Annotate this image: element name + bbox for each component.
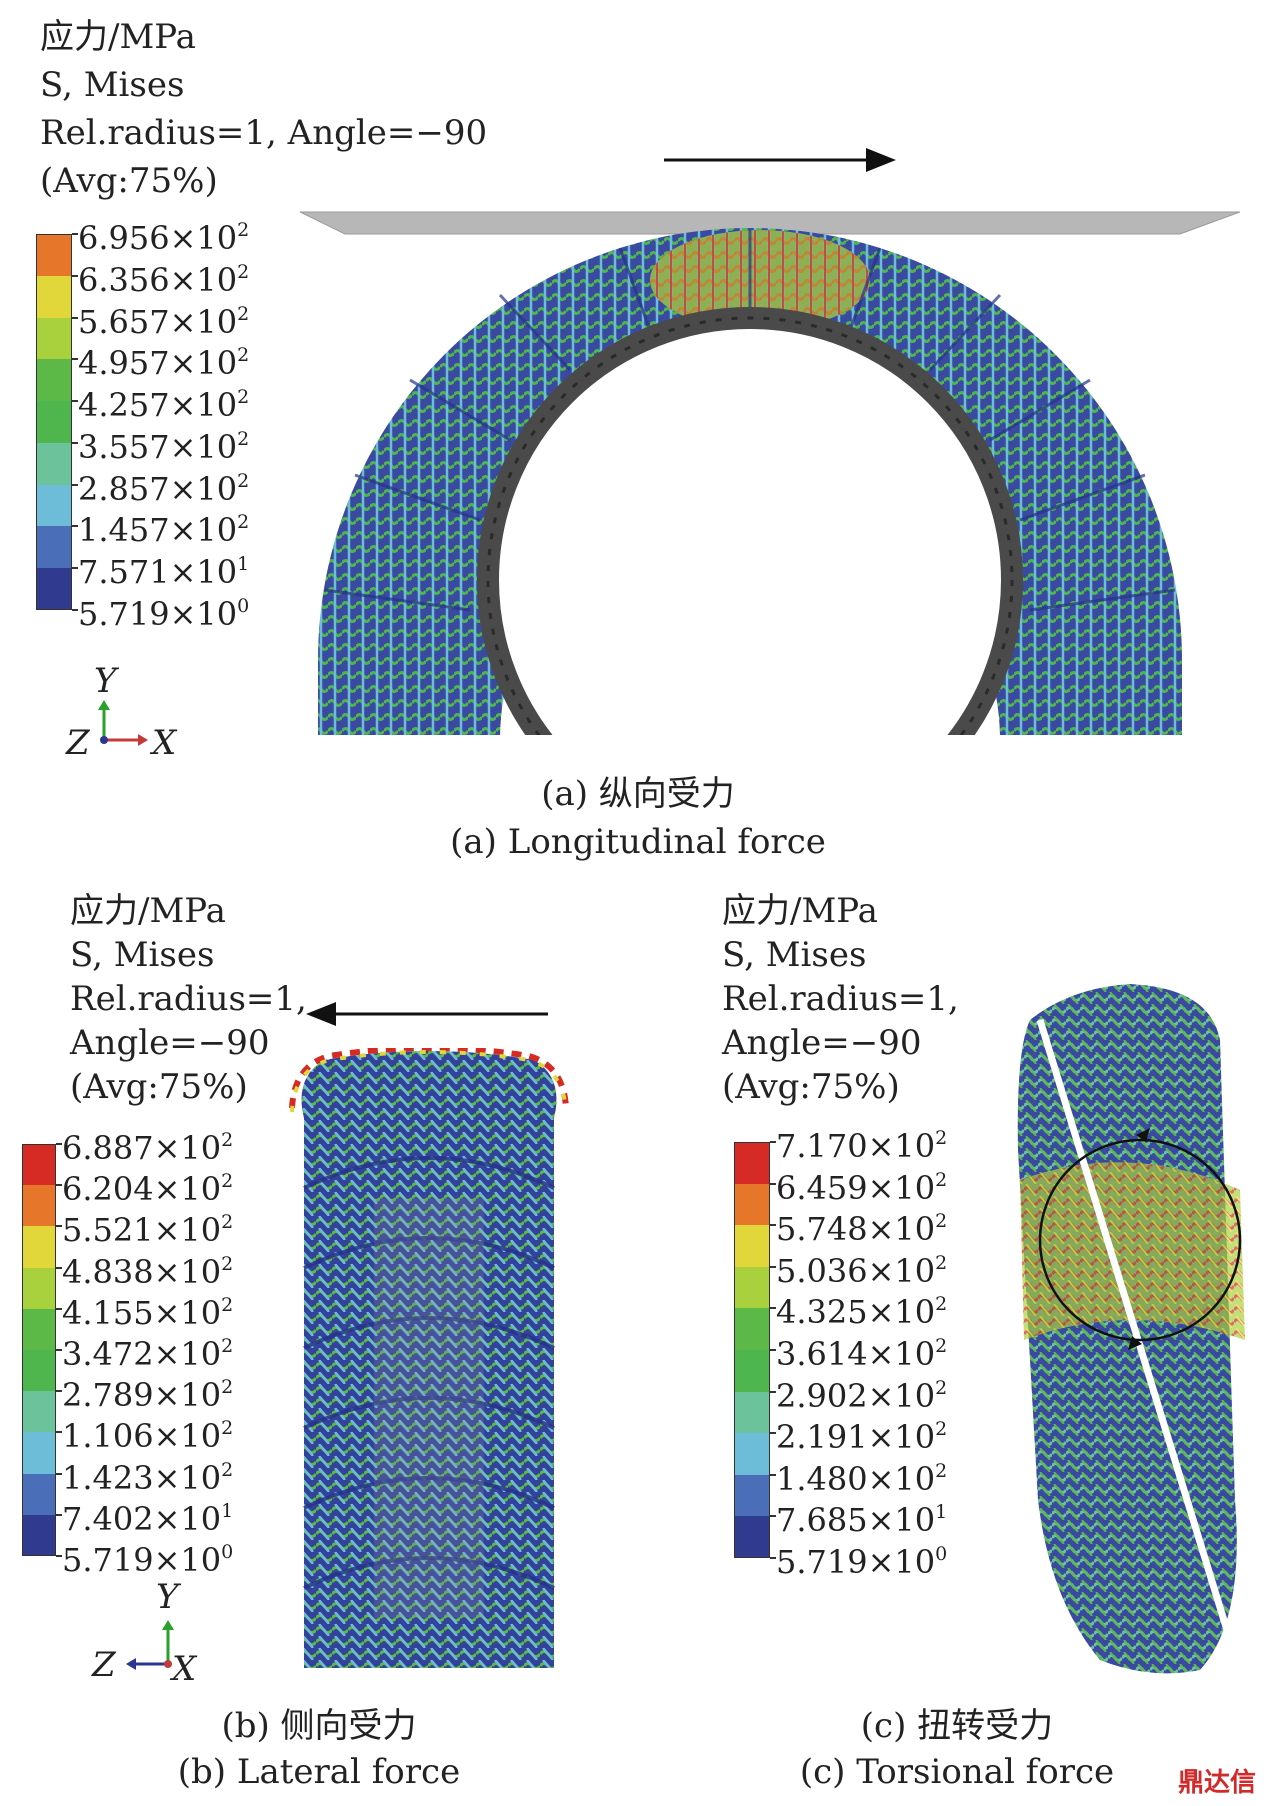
panel-c-tire-model: [1017, 984, 1245, 1674]
panel-a-tire-model: [318, 228, 1182, 735]
legend-label: 2.191×102: [776, 1418, 948, 1457]
panel-b-force-arrow: [306, 1002, 548, 1026]
panel-c-title-section: Rel.radius=1,: [722, 979, 959, 1019]
legend-label: 7.170×102: [776, 1127, 948, 1165]
legend-label: 3.557×102: [78, 427, 250, 466]
panel-a-force-arrow: [664, 148, 896, 172]
legend-swatch: [22, 1432, 56, 1475]
legend-label: 4.957×102: [78, 344, 250, 383]
panel-b-title-section: Rel.radius=1,: [70, 979, 307, 1019]
legend-label: 1.480×102: [776, 1459, 948, 1498]
panel-a-caption-cn: (a) 纵向受力: [541, 774, 735, 814]
legend-swatch: [36, 317, 72, 360]
panel-a-axis-y: Y: [94, 661, 117, 701]
legend-swatch: [734, 1266, 770, 1309]
watermark-logo: 鼎达信: [1178, 1768, 1257, 1798]
legend-swatch: [22, 1308, 56, 1351]
panel-c-title-unit: 应力/MPa: [722, 891, 878, 931]
legend-swatch: [36, 275, 72, 319]
panel-a-title-section: Rel.radius=1, Angle=−90: [40, 113, 488, 153]
legend-label: 3.472×102: [62, 1335, 234, 1373]
panel-a-loading-plate: [300, 211, 1240, 235]
panel-a-legend: 6.956×102 6.356×102 5.657×102 4.957×102 4.25…: [36, 219, 249, 630]
legend-label: 1.423×102: [62, 1458, 234, 1497]
legend-label: 5.719×100: [62, 1541, 234, 1579]
legend-label: 1.106×102: [62, 1417, 234, 1456]
legend-swatch: [36, 359, 72, 402]
legend-label: 6.887×102: [62, 1129, 234, 1167]
legend-label: 5.748×102: [776, 1210, 948, 1249]
legend-label: 2.902×102: [776, 1376, 948, 1415]
legend-swatch: [734, 1391, 770, 1434]
legend-swatch: [22, 1226, 56, 1269]
legend-label: 4.838×102: [62, 1252, 234, 1291]
legend-label: 7.685×101: [776, 1501, 948, 1540]
legend-swatch: [22, 1514, 56, 1557]
panel-b-title-angle: Angle=−90: [70, 1023, 270, 1063]
legend-label: 3.614×102: [776, 1335, 948, 1373]
panel-b-caption-en: (b) Lateral force: [177, 1752, 461, 1792]
legend-swatch: [36, 484, 72, 527]
panel-b-axis-y: Y: [156, 1577, 179, 1617]
axis-triad-icon: [126, 1620, 174, 1670]
legend-swatch: [734, 1142, 770, 1185]
legend-swatch: [734, 1350, 770, 1393]
legend-swatch: [36, 568, 72, 611]
legend-label: 6.356×102: [78, 260, 250, 299]
legend-swatch: [734, 1433, 770, 1476]
panel-b-title-unit: 应力/MPa: [70, 891, 226, 931]
legend-swatch: [734, 1516, 770, 1559]
legend-swatch: [36, 234, 72, 277]
panel-b-axis-x: X: [172, 1649, 197, 1689]
panel-b-title-variable: S, Mises: [70, 935, 215, 975]
legend-label: 4.325×102: [776, 1293, 948, 1332]
legend-label: 5.719×100: [78, 595, 250, 633]
legend-swatch: [22, 1144, 56, 1186]
legend-label: 2.857×102: [78, 469, 250, 508]
panel-a-title-averaging: (Avg:75%): [40, 161, 218, 201]
legend-label: 7.571×101: [78, 553, 250, 592]
legend-swatch: [22, 1473, 56, 1516]
legend-swatch: [36, 401, 72, 444]
panel-c-legend: 7.170×102 6.459×102 5.748×102 5.036×102 4.32…: [734, 1127, 947, 1578]
panel-b-title-averaging: (Avg:75%): [70, 1067, 248, 1107]
legend-label: 2.789×102: [62, 1376, 234, 1415]
axis-triad-icon: [98, 700, 148, 746]
panel-a-title-unit: 应力/MPa: [40, 17, 196, 57]
legend-swatch: [22, 1185, 56, 1227]
legend-swatch: [734, 1183, 770, 1226]
panel-c-title-averaging: (Avg:75%): [722, 1067, 900, 1107]
panel-b-legend: 6.887×102 6.204×102 5.521×102 4.838×102 4.15…: [22, 1129, 233, 1576]
legend-swatch: [22, 1267, 56, 1310]
legend-label: 6.459×102: [776, 1168, 948, 1207]
legend-label: 5.036×102: [776, 1251, 948, 1290]
panel-c-caption-en: (c) Torsional force: [799, 1752, 1115, 1792]
legend-swatch: [22, 1391, 56, 1433]
legend-label: 7.402×101: [62, 1499, 234, 1538]
legend-swatch: [22, 1350, 56, 1392]
panel-a-axis-z: Z: [66, 723, 90, 763]
legend-swatch: [734, 1474, 770, 1517]
legend-swatch: [734, 1308, 770, 1351]
legend-swatch: [734, 1225, 770, 1268]
panel-a-caption-en: (a) Longitudinal force: [450, 822, 826, 862]
legend-label: 4.257×102: [78, 386, 250, 425]
panel-b-caption-cn: (b) 侧向受力: [221, 1706, 417, 1746]
legend-label: 5.657×102: [78, 302, 250, 341]
panel-a-title-variable: S, Mises: [40, 65, 185, 105]
legend-label: 6.956×102: [78, 219, 250, 257]
legend-swatch: [36, 526, 72, 569]
panel-c-caption-cn: (c) 扭转受力: [860, 1706, 1054, 1746]
legend-label: 5.521×102: [62, 1211, 234, 1250]
legend-label: 6.204×102: [62, 1170, 234, 1209]
panel-b-tire-model: [289, 1048, 569, 1668]
panel-c-title-angle: Angle=−90: [722, 1023, 922, 1063]
panel-c-title-variable: S, Mises: [722, 935, 867, 975]
legend-swatch: [36, 442, 72, 486]
legend-label: 1.457×102: [78, 511, 250, 550]
legend-label: 4.155×102: [62, 1293, 234, 1332]
panel-b-axis-z: Z: [92, 1645, 116, 1685]
panel-a-axis-x: X: [152, 723, 177, 763]
legend-label: 5.719×100: [776, 1543, 948, 1581]
